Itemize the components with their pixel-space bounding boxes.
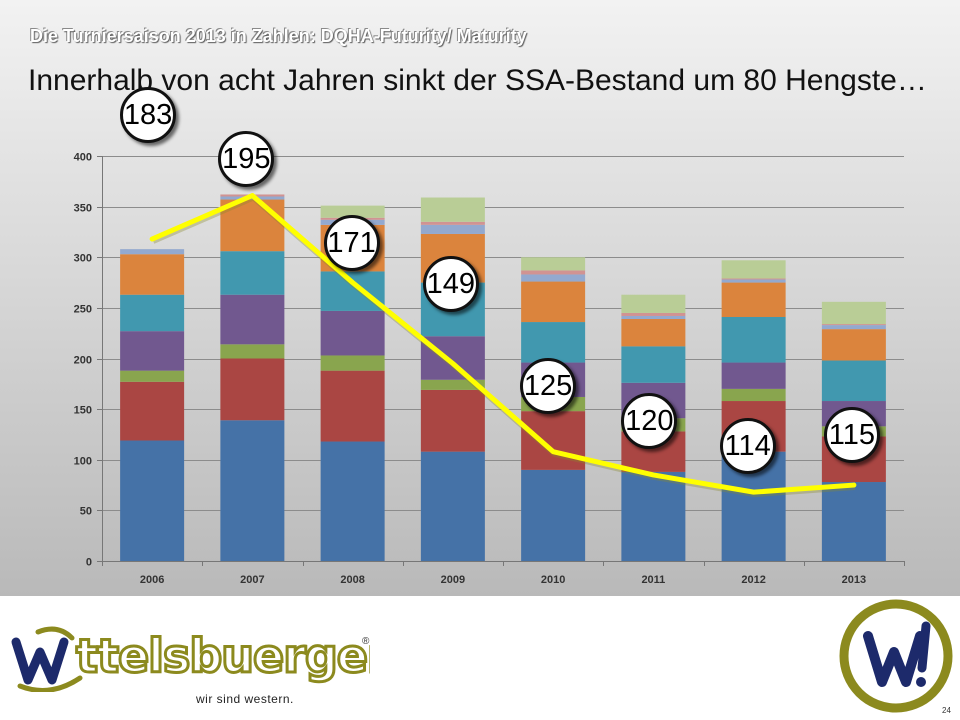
- bar-segment-2008-s4: [320, 310, 385, 356]
- bar-segment-2010-s9: [521, 257, 586, 271]
- bar-segment-2013-s5: [821, 360, 886, 402]
- bar-segment-2007-s4: [220, 294, 285, 345]
- y-tick-label-0: 0: [86, 557, 92, 569]
- bar-segment-2007-s2: [220, 358, 285, 421]
- w-swirl-emblem-icon: [863, 621, 931, 687]
- bar-segment-2013-s7: [821, 325, 886, 330]
- bar-segment-2007-s3: [220, 344, 285, 359]
- slide-title: Innerhalb von acht Jahren sinkt der SSA-…: [28, 64, 927, 97]
- bar-segment-2012-s6: [721, 282, 786, 317]
- bar-segment-2009-s9: [420, 197, 485, 222]
- x-tick-label-2013: 2013: [842, 574, 866, 586]
- y-tick-label-400: 400: [74, 152, 92, 164]
- bar-segment-2013-s9: [821, 301, 886, 325]
- bar-segment-2008-s9: [320, 205, 385, 218]
- value-callout-2010: 125: [520, 357, 577, 414]
- bar-segment-2010-s1: [521, 469, 586, 561]
- value-callout-2012: 114: [719, 418, 776, 475]
- chart-axes: 0 50 100 150 200 250 300 350 400 2006 2007 2008 2009…: [74, 152, 905, 586]
- brand-logo: ttelsbuerger ®: [11, 626, 370, 692]
- bar-segment-2006-s7: [120, 249, 185, 255]
- x-tick-label-2007: 2007: [240, 574, 264, 586]
- bar-segment-2010-s5: [521, 322, 586, 363]
- y-tick-label-200: 200: [74, 355, 92, 367]
- bar-segment-2010-s7: [521, 274, 586, 282]
- bar-segment-2010-s6: [521, 281, 586, 323]
- bar-segment-2012-s8: [721, 278, 786, 280]
- bar-segment-2011-s5: [621, 346, 686, 383]
- footer-background: [0, 596, 960, 720]
- bar-segment-2011-s8: [621, 312, 686, 316]
- x-tick-label-2008: 2008: [340, 574, 364, 586]
- bar-segment-2010-s2: [521, 411, 586, 470]
- value-callout-2011: 120: [621, 392, 678, 449]
- bar-segment-2006-s1: [120, 440, 185, 561]
- chart-trend-line: [149, 192, 857, 498]
- value-callout-2013: 115: [823, 407, 880, 464]
- trend-line: [149, 192, 857, 495]
- page-number: 24: [942, 706, 951, 715]
- value-callout-2007: 195: [218, 131, 275, 188]
- bar-segment-2007-s1: [220, 420, 285, 561]
- x-tick-label-2006: 2006: [140, 574, 164, 586]
- bar-segment-2006-s5: [120, 294, 185, 332]
- bar-segment-2012-s3: [721, 388, 786, 402]
- value-callout-2008: 171: [323, 214, 380, 271]
- y-tick-label-250: 250: [74, 304, 92, 316]
- registered-mark: ®: [362, 636, 370, 647]
- bar-segment-2008-s5: [320, 271, 385, 311]
- bar-segment-2008-s2: [320, 370, 385, 442]
- bar-segment-2011-s9: [621, 294, 686, 313]
- bar-segment-2013-s6: [821, 329, 886, 361]
- bar-segment-2013-s1: [821, 482, 886, 561]
- bar-segment-2011-s6: [621, 319, 686, 347]
- bar-segment-2009-s1: [420, 451, 485, 561]
- bar-segment-2009-s2: [420, 389, 485, 452]
- bar-segment-2012-s7: [721, 279, 786, 283]
- bar-segment-2009-s8: [420, 221, 485, 225]
- bar-segment-2010-s8: [521, 270, 586, 275]
- value-callout-2006: 183: [120, 87, 177, 144]
- bar-segment-2006-s3: [120, 370, 185, 382]
- bar-segment-2009-s3: [420, 379, 485, 390]
- bar-segment-2012-s4: [721, 362, 786, 389]
- y-tick-label-100: 100: [74, 456, 92, 468]
- y-tick-label-300: 300: [74, 253, 92, 265]
- chart-bars: [120, 194, 886, 561]
- bar-segment-2007-s5: [220, 251, 285, 295]
- x-tick-label-2011: 2011: [641, 574, 665, 586]
- bar-segment-2006-s6: [120, 254, 185, 295]
- bar-segment-2012-s5: [721, 316, 786, 363]
- y-tick-label-350: 350: [74, 203, 92, 215]
- bar-segment-2006-s4: [120, 331, 185, 371]
- value-callout-2009: 149: [422, 255, 479, 312]
- bar-segment-2007-s6: [220, 199, 285, 252]
- bar-segment-2009-s7: [420, 224, 485, 234]
- x-tick-label-2009: 2009: [441, 574, 465, 586]
- y-tick-label-50: 50: [80, 506, 92, 518]
- bar-segment-2008-s3: [320, 355, 385, 371]
- y-tick-label-150: 150: [74, 405, 92, 417]
- bar-segment-2008-s1: [320, 441, 385, 561]
- brand-logo-text: ttelsbuerger: [76, 629, 370, 683]
- x-tick-label-2012: 2012: [741, 574, 765, 586]
- bar-segment-2006-s2: [120, 381, 185, 441]
- bar-segment-2011-s1: [621, 471, 686, 561]
- x-tick-label-2010: 2010: [541, 574, 565, 586]
- slide-supertitle: Die Turniersaison 2013 in Zahlen: DQHA-F…: [30, 26, 527, 46]
- bar-segment-2013-s8: [821, 324, 886, 326]
- bar-segment-2011-s7: [621, 315, 686, 320]
- stacked-bar-chart: 0 50 100 150 200 250 300 350 400 2006 2007 2008 2009…: [74, 152, 905, 586]
- brand-tagline: wir sind western.: [196, 692, 294, 706]
- w-swirl-logo-icon: [11, 626, 83, 692]
- emblem-logo: [839, 599, 953, 713]
- bar-segment-2012-s9: [721, 260, 786, 279]
